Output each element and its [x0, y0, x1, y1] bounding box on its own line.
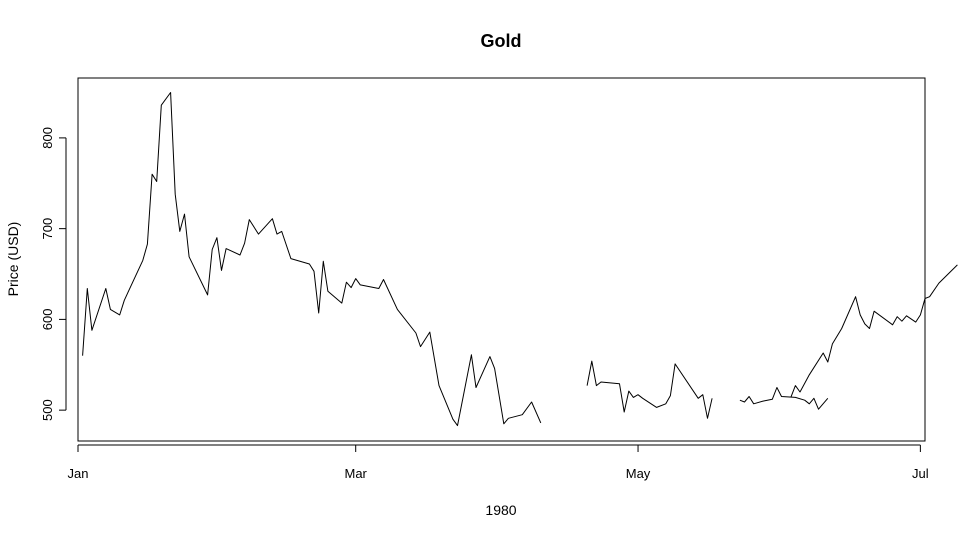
- y-tick-label: 700: [40, 218, 55, 240]
- price-line-segment: [790, 264, 958, 398]
- price-line-segment: [586, 360, 713, 419]
- x-tick-label: May: [626, 466, 651, 481]
- y-tick-label: 600: [40, 309, 55, 331]
- y-tick-label: 800: [40, 127, 55, 149]
- series-layer: [82, 92, 958, 427]
- y-axis-label: Price (USD): [5, 222, 21, 297]
- chart-title: Gold: [481, 31, 522, 51]
- x-tick-label: Jul: [912, 466, 929, 481]
- x-axis-label: 1980: [485, 502, 516, 518]
- plot-frame: [77, 77, 926, 442]
- y-tick-label: 500: [40, 399, 55, 421]
- y-axis: 500 600 700 800: [40, 127, 67, 421]
- x-axis: Jan Mar May Jul: [68, 444, 929, 481]
- x-tick-label: Jan: [68, 466, 89, 481]
- x-tick-label: Mar: [345, 466, 368, 481]
- price-line-segment: [82, 92, 542, 427]
- price-line-segment: [739, 387, 829, 410]
